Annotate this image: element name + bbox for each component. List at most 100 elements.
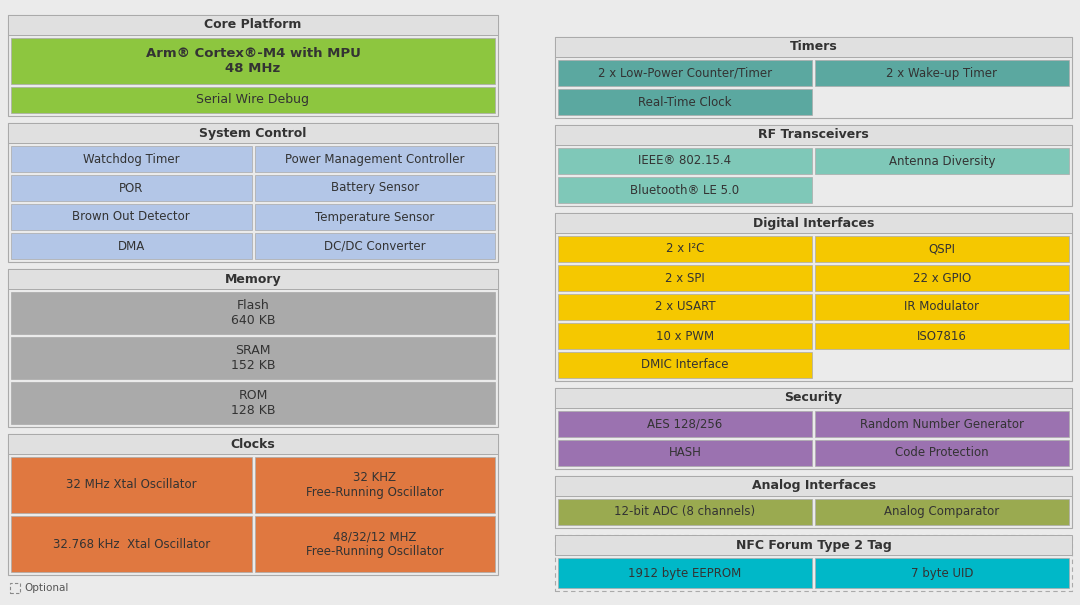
Text: Brown Out Detector: Brown Out Detector bbox=[72, 211, 190, 223]
Text: Real-Time Clock: Real-Time Clock bbox=[638, 96, 732, 108]
Text: SRAM
152 KB: SRAM 152 KB bbox=[231, 344, 275, 372]
Text: 12-bit ADC (8 channels): 12-bit ADC (8 channels) bbox=[615, 506, 756, 518]
Text: IEEE® 802.15.4: IEEE® 802.15.4 bbox=[638, 154, 731, 168]
FancyBboxPatch shape bbox=[558, 236, 812, 262]
FancyBboxPatch shape bbox=[255, 146, 495, 172]
FancyBboxPatch shape bbox=[555, 37, 1072, 57]
Text: QSPI: QSPI bbox=[929, 243, 956, 255]
Text: 32 KHZ
Free-Running Oscillator: 32 KHZ Free-Running Oscillator bbox=[306, 471, 444, 499]
FancyBboxPatch shape bbox=[255, 204, 495, 230]
Text: 32 MHz Xtal Oscillator: 32 MHz Xtal Oscillator bbox=[66, 479, 197, 491]
FancyBboxPatch shape bbox=[8, 434, 498, 454]
FancyBboxPatch shape bbox=[11, 337, 495, 379]
FancyBboxPatch shape bbox=[555, 213, 1072, 233]
Text: AES 128/256: AES 128/256 bbox=[647, 417, 723, 431]
Text: Digital Interfaces: Digital Interfaces bbox=[753, 217, 874, 229]
Text: 2 x USART: 2 x USART bbox=[654, 301, 715, 313]
FancyBboxPatch shape bbox=[815, 411, 1069, 437]
FancyBboxPatch shape bbox=[558, 60, 812, 86]
Text: 1912 byte EEPROM: 1912 byte EEPROM bbox=[629, 566, 742, 580]
Text: ROM
128 KB: ROM 128 KB bbox=[231, 389, 275, 417]
FancyBboxPatch shape bbox=[558, 148, 812, 174]
Text: Battery Sensor: Battery Sensor bbox=[330, 182, 419, 194]
FancyBboxPatch shape bbox=[255, 233, 495, 259]
Text: Timers: Timers bbox=[789, 41, 837, 53]
FancyBboxPatch shape bbox=[555, 476, 1072, 496]
Text: Serial Wire Debug: Serial Wire Debug bbox=[197, 94, 310, 106]
Text: Watchdog Timer: Watchdog Timer bbox=[83, 152, 179, 166]
Text: Random Number Generator: Random Number Generator bbox=[860, 417, 1024, 431]
FancyBboxPatch shape bbox=[555, 388, 1072, 408]
FancyBboxPatch shape bbox=[255, 175, 495, 201]
Text: Temperature Sensor: Temperature Sensor bbox=[315, 211, 434, 223]
FancyBboxPatch shape bbox=[255, 457, 495, 513]
FancyBboxPatch shape bbox=[11, 38, 495, 84]
FancyBboxPatch shape bbox=[558, 294, 812, 320]
FancyBboxPatch shape bbox=[815, 558, 1069, 588]
Text: 22 x GPIO: 22 x GPIO bbox=[913, 272, 971, 284]
FancyBboxPatch shape bbox=[558, 499, 812, 525]
FancyBboxPatch shape bbox=[558, 352, 812, 378]
Text: Analog Comparator: Analog Comparator bbox=[885, 506, 1000, 518]
FancyBboxPatch shape bbox=[815, 323, 1069, 349]
FancyBboxPatch shape bbox=[11, 292, 495, 334]
FancyBboxPatch shape bbox=[558, 558, 812, 588]
Text: Memory: Memory bbox=[225, 272, 281, 286]
Text: Analog Interfaces: Analog Interfaces bbox=[752, 480, 876, 492]
Text: Bluetooth® LE 5.0: Bluetooth® LE 5.0 bbox=[631, 183, 740, 197]
Text: Flash
640 KB: Flash 640 KB bbox=[231, 299, 275, 327]
FancyBboxPatch shape bbox=[555, 125, 1072, 145]
FancyBboxPatch shape bbox=[558, 323, 812, 349]
Text: IR Modulator: IR Modulator bbox=[905, 301, 980, 313]
FancyBboxPatch shape bbox=[815, 236, 1069, 262]
FancyBboxPatch shape bbox=[558, 89, 812, 115]
FancyBboxPatch shape bbox=[8, 123, 498, 143]
Text: Code Protection: Code Protection bbox=[895, 446, 989, 460]
FancyBboxPatch shape bbox=[11, 457, 252, 513]
FancyBboxPatch shape bbox=[11, 87, 495, 113]
Text: System Control: System Control bbox=[200, 126, 307, 140]
Text: DMA: DMA bbox=[118, 240, 145, 252]
Text: Core Platform: Core Platform bbox=[204, 19, 301, 31]
FancyBboxPatch shape bbox=[558, 265, 812, 291]
FancyBboxPatch shape bbox=[11, 233, 252, 259]
FancyBboxPatch shape bbox=[815, 148, 1069, 174]
Text: Optional: Optional bbox=[24, 583, 68, 593]
Text: 7 byte UID: 7 byte UID bbox=[910, 566, 973, 580]
FancyBboxPatch shape bbox=[558, 440, 812, 466]
Text: 2 x SPI: 2 x SPI bbox=[665, 272, 705, 284]
FancyBboxPatch shape bbox=[8, 269, 498, 289]
Text: Arm® Cortex®-M4 with MPU
48 MHz: Arm® Cortex®-M4 with MPU 48 MHz bbox=[146, 47, 361, 75]
Text: 10 x PWM: 10 x PWM bbox=[656, 330, 714, 342]
FancyBboxPatch shape bbox=[815, 60, 1069, 86]
Text: Security: Security bbox=[784, 391, 842, 405]
FancyBboxPatch shape bbox=[11, 516, 252, 572]
Text: 2 x I²C: 2 x I²C bbox=[665, 243, 704, 255]
FancyBboxPatch shape bbox=[255, 516, 495, 572]
Text: HASH: HASH bbox=[669, 446, 701, 460]
FancyBboxPatch shape bbox=[555, 535, 1072, 555]
Text: ISO7816: ISO7816 bbox=[917, 330, 967, 342]
Text: Clocks: Clocks bbox=[231, 437, 275, 451]
FancyBboxPatch shape bbox=[558, 411, 812, 437]
Text: POR: POR bbox=[119, 182, 144, 194]
Text: Antenna Diversity: Antenna Diversity bbox=[889, 154, 996, 168]
Text: Power Management Controller: Power Management Controller bbox=[285, 152, 464, 166]
Text: NFC Forum Type 2 Tag: NFC Forum Type 2 Tag bbox=[735, 538, 891, 552]
FancyBboxPatch shape bbox=[815, 294, 1069, 320]
FancyBboxPatch shape bbox=[815, 265, 1069, 291]
FancyBboxPatch shape bbox=[815, 440, 1069, 466]
FancyBboxPatch shape bbox=[11, 146, 252, 172]
Text: DMIC Interface: DMIC Interface bbox=[642, 359, 729, 371]
FancyBboxPatch shape bbox=[11, 382, 495, 424]
FancyBboxPatch shape bbox=[815, 499, 1069, 525]
Text: 32.768 kHz  Xtal Oscillator: 32.768 kHz Xtal Oscillator bbox=[53, 537, 210, 551]
FancyBboxPatch shape bbox=[558, 177, 812, 203]
Text: 2 x Wake-up Timer: 2 x Wake-up Timer bbox=[887, 67, 998, 79]
Text: RF Transceivers: RF Transceivers bbox=[758, 128, 869, 142]
FancyBboxPatch shape bbox=[8, 15, 498, 35]
Text: 2 x Low-Power Counter/Timer: 2 x Low-Power Counter/Timer bbox=[598, 67, 772, 79]
FancyBboxPatch shape bbox=[11, 175, 252, 201]
FancyBboxPatch shape bbox=[11, 204, 252, 230]
Text: DC/DC Converter: DC/DC Converter bbox=[324, 240, 426, 252]
